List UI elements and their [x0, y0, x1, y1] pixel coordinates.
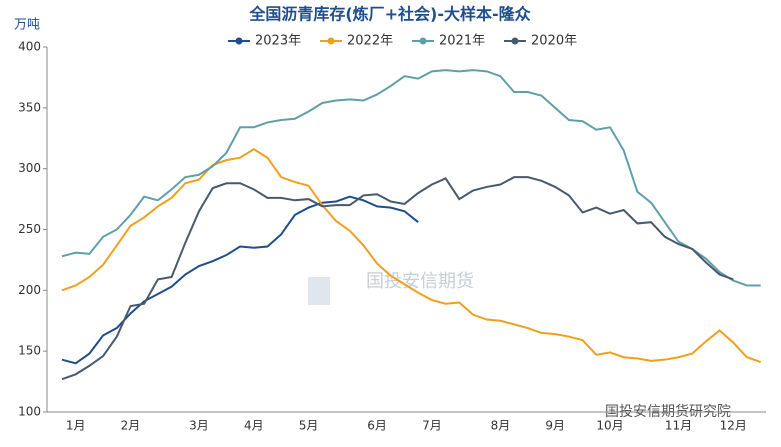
x-tick-label: 7月 — [422, 419, 442, 433]
y-tick-label: 400 — [18, 40, 41, 54]
x-tick-label: 10月 — [596, 419, 623, 433]
x-tick-label: 11月 — [665, 419, 692, 433]
x-tick-label: 8月 — [491, 419, 511, 433]
x-tick-label: 4月 — [244, 419, 264, 433]
legend-marker — [235, 37, 243, 45]
series-line — [61, 176, 734, 381]
legend-label: 2023年 — [255, 34, 301, 49]
x-tick-label: 2月 — [121, 419, 141, 433]
y-tick-label: 300 — [18, 161, 41, 175]
legend-marker — [419, 37, 427, 45]
chart-title: 全国沥青库存(炼厂+社会)-大样本-隆众 — [248, 5, 531, 24]
y-label: 万吨 — [14, 18, 40, 33]
series-line — [61, 69, 761, 287]
legend-label: 2020年 — [531, 34, 577, 49]
y-tick-label: 250 — [18, 222, 41, 236]
x-tick-label: 3月 — [189, 419, 209, 433]
x-tick-label: 6月 — [367, 419, 387, 433]
x-tick-label: 9月 — [545, 419, 565, 433]
y-tick-label: 100 — [18, 405, 41, 419]
x-tick-label: 12月 — [720, 419, 747, 433]
legend-label: 2022年 — [347, 34, 393, 49]
legend-label: 2021年 — [439, 34, 485, 49]
x-tick-label: 5月 — [299, 419, 319, 433]
legend-marker — [327, 37, 335, 45]
legend-marker — [511, 37, 519, 45]
y-tick-label: 150 — [18, 344, 41, 358]
y-tick-label: 200 — [18, 283, 41, 297]
x-tick-label: 1月 — [66, 419, 86, 433]
watermark-logo — [308, 277, 330, 305]
watermark: 国投安信期货 — [366, 271, 474, 292]
series-line — [61, 148, 762, 364]
y-tick-label: 350 — [18, 100, 41, 114]
